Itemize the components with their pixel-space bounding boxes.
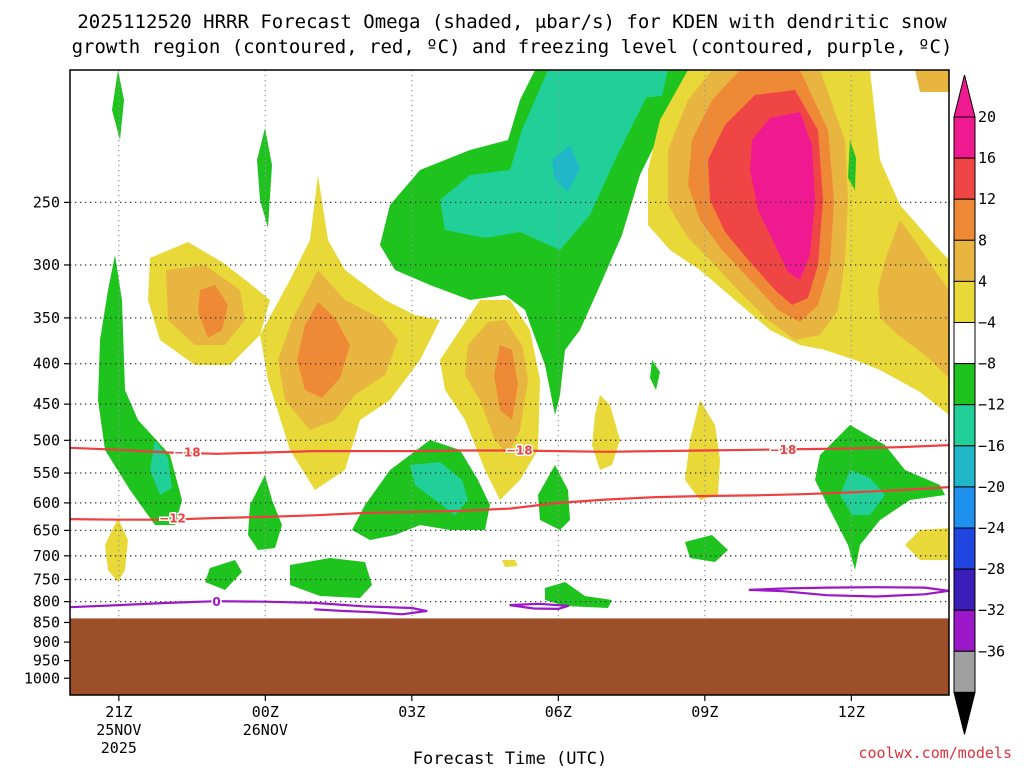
- y-tick-label-800: 800: [33, 593, 60, 611]
- omega-region-pos4-k: [105, 518, 128, 582]
- contour-freezing-level-east: [748, 586, 949, 598]
- x-tick-label-21Z-line-3: 2025: [101, 739, 137, 757]
- omega-region-neg4-l: [205, 560, 242, 590]
- colorbar-label-3: 8: [978, 231, 987, 249]
- contour-label-dendritic-top-1: −18: [506, 443, 533, 457]
- colorbar-swatch-3: [953, 239, 976, 282]
- contour-dendritic-top: [70, 444, 949, 455]
- omega-region-neg8-mid: [410, 462, 468, 515]
- ground-below-surface: [70, 618, 949, 695]
- x-tick-label-00Z-line-1: 00Z: [252, 703, 279, 721]
- colorbar-swatch-1: [953, 157, 976, 200]
- colorbar-label-6: −8: [978, 355, 996, 373]
- colorbar-swatch-9: [953, 486, 976, 529]
- omega-region-neg4-f: [538, 465, 570, 530]
- y-tick-label-950: 950: [33, 652, 60, 670]
- x-tick-label-03Z-line-1: 03Z: [398, 703, 425, 721]
- colorbar-swatch-7: [953, 404, 976, 447]
- omega-region-pos4-p: [502, 560, 518, 567]
- omega-region-pos12-b: [297, 302, 350, 398]
- plot-frame: [69, 69, 950, 696]
- colorbar-swatch-12: [953, 609, 976, 652]
- colorbar-swatch-6: [953, 363, 976, 406]
- contour-lines: −18 −18 −18 −12 0: [70, 441, 949, 616]
- colorbar-swatch-0: [953, 116, 976, 159]
- y-tick-label-350: 350: [33, 309, 60, 327]
- omega-region-pos8-far-east: [878, 220, 949, 378]
- contour-dendritic-bottom: [70, 486, 949, 521]
- y-tick-label-450: 450: [33, 395, 60, 413]
- colorbar-label-10: −24: [978, 519, 1005, 537]
- x-tick-label-21Z-line-1: 21Z: [105, 703, 132, 721]
- y-tick-label-550: 550: [33, 464, 60, 482]
- colorbar-label-5: −4: [978, 314, 996, 332]
- y-tick-label-300: 300: [33, 256, 60, 274]
- colorbar-swatch-11: [953, 568, 976, 611]
- chart-title-line-1: 2025112520 HRRR Forecast Omega (shaded, …: [77, 11, 947, 33]
- colorbar-label-1: 16: [978, 149, 996, 167]
- colorbar-swatch-13: [953, 650, 976, 693]
- credit-text: coolwx.com/models: [858, 744, 1012, 762]
- omega-region-pos4-i: [905, 528, 949, 560]
- x-tick-label-12Z-line-1: 12Z: [838, 703, 865, 721]
- y-tick-label-500: 500: [33, 431, 60, 449]
- colorbar-label-13: −36: [978, 642, 1005, 660]
- x-tick-label-00Z-line-2: 26NOV: [243, 721, 288, 739]
- y-tick-label-900: 900: [33, 633, 60, 651]
- colorbar-top-arrow: [953, 74, 976, 118]
- omega-shading: −18 −18 −18 −12 0: [70, 70, 949, 695]
- contour-freezing-level-mid: [509, 602, 570, 611]
- chart-title-line-2: growth region (contoured, red, ºC) and f…: [72, 36, 953, 58]
- y-tick-label-1000: 1000: [24, 669, 60, 687]
- contour-freezing-level-west: [70, 600, 428, 616]
- omega-region-neg4-g: [650, 360, 660, 390]
- y-tick-label-700: 700: [33, 547, 60, 565]
- y-tick-label-250: 250: [33, 193, 60, 211]
- colorbar-swatch-8: [953, 445, 976, 488]
- colorbar-label-11: −28: [978, 560, 1005, 578]
- colorbar-bottom-arrow: [953, 691, 976, 735]
- colorbar-label-8: −16: [978, 437, 1005, 455]
- omega-region-neg4-sliver: [848, 140, 856, 190]
- colorbar-label-0: 20: [978, 108, 996, 126]
- y-tick-label-600: 600: [33, 494, 60, 512]
- y-tick-label-650: 650: [33, 521, 60, 539]
- omega-region-neg8-top: [632, 70, 668, 98]
- colorbar-label-9: −20: [978, 478, 1005, 496]
- omega-region-neg12-upper: [552, 145, 580, 192]
- x-tick-label-21Z-line-2: 25NOV: [96, 721, 141, 739]
- omega-region-neg8-upper: [440, 70, 660, 250]
- y-tick-label-750: 750: [33, 571, 60, 589]
- y-axis: 250 300 350 400 450 500 550 600 650 700 750 800 850 9…: [24, 193, 70, 687]
- omega-region-pos8-corner: [915, 70, 949, 92]
- y-tick-label-850: 850: [33, 613, 60, 631]
- x-axis-label: Forecast Time (UTC): [413, 749, 607, 768]
- y-tick-label-400: 400: [33, 355, 60, 373]
- omega-region-neg4-streak: [257, 128, 272, 228]
- omega-region-pos20-east: [750, 112, 815, 280]
- contour-label-dendritic-bottom-0: −12: [159, 512, 186, 526]
- colorbar-swatch-10: [953, 527, 976, 570]
- contour-label-dendritic-top-0: −18: [174, 445, 201, 459]
- colorbar-swatch-5: [953, 322, 976, 365]
- contour-label-dendritic-top-2: −18: [770, 443, 797, 457]
- colorbar-swatch-4: [953, 280, 976, 323]
- omega-region-neg4-j: [248, 475, 282, 550]
- x-tick-label-06Z-line-1: 06Z: [545, 703, 572, 721]
- omega-region-neg4-m: [290, 558, 372, 598]
- colorbar-label-7: −12: [978, 396, 1005, 414]
- colorbar-label-4: 4: [978, 272, 987, 290]
- omega-region-neg4-mid: [352, 440, 490, 540]
- colorbar-label-2: 12: [978, 190, 996, 208]
- colorbar-label-12: −32: [978, 601, 1005, 619]
- omega-region-pos12-a: [198, 285, 228, 338]
- contour-label-freezing-level-west-0: 0: [212, 595, 220, 609]
- colorbar-swatch-2: [953, 198, 976, 241]
- colorbar: 20 16 12 8 4 −4 −8 −12 −16 −20 −24 −28 −32 −36: [953, 74, 1005, 735]
- omega-region-neg8-west: [150, 440, 172, 495]
- x-tick-label-09Z-line-1: 09Z: [691, 703, 718, 721]
- omega-region-neg4-west-top: [112, 70, 124, 140]
